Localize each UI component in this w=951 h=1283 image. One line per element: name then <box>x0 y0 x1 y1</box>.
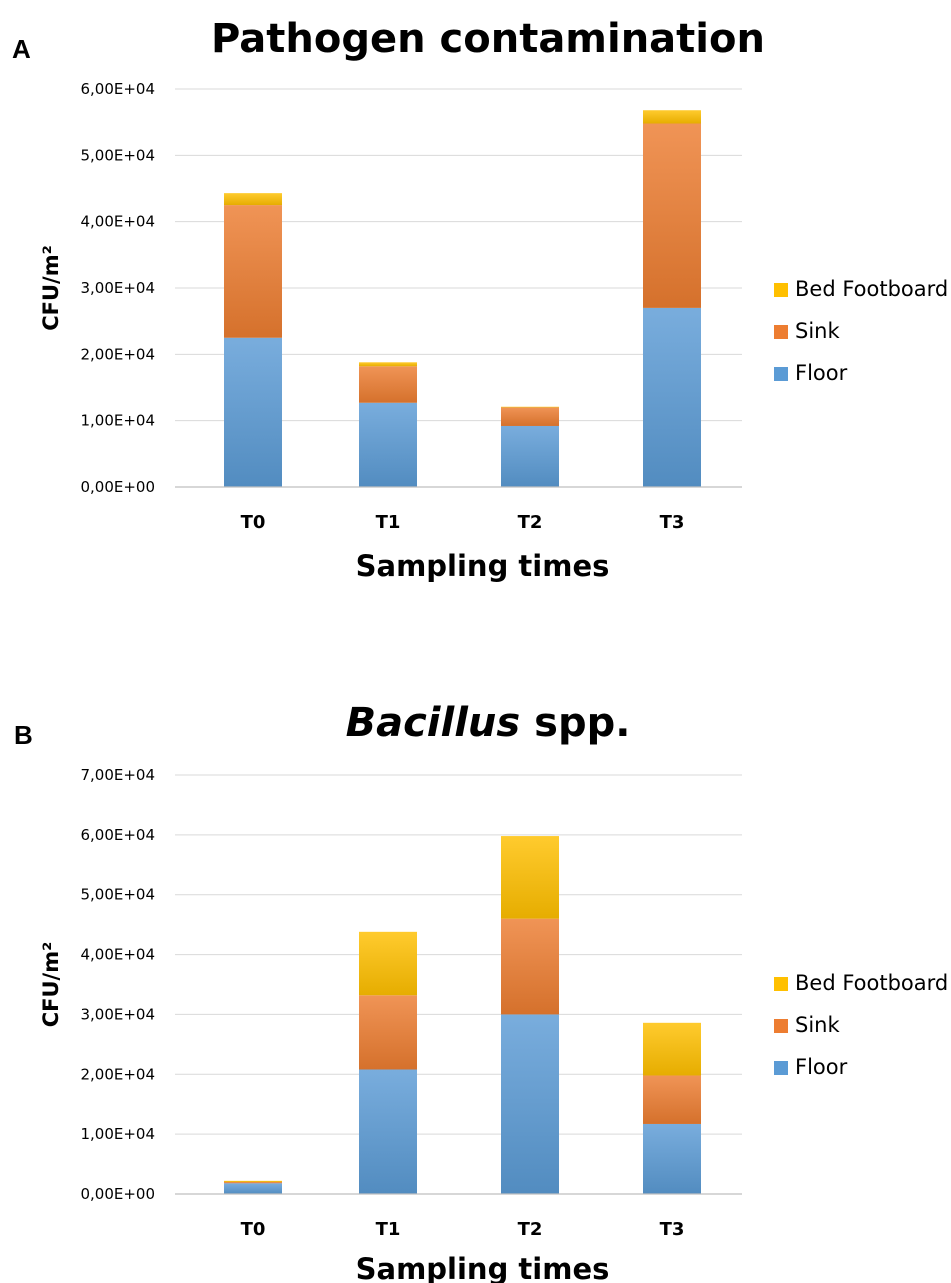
y-tick-label: 0,00E+00 <box>80 1185 155 1203</box>
legend-label: Floor <box>795 361 848 385</box>
legend: Bed Footboard Sink Floor <box>774 277 948 385</box>
bar-segment-sink <box>224 205 282 338</box>
bar-segment-floor <box>359 402 417 487</box>
y-tick-label: 6,00E+04 <box>80 826 155 844</box>
y-tick-label: 4,00E+04 <box>80 213 155 231</box>
y-tick-label: 7,00E+04 <box>80 766 155 784</box>
y-axis-title: CFU/m² <box>39 942 63 1028</box>
x-tick-label: T0 <box>241 512 266 533</box>
bar-segment-sink <box>224 1182 282 1184</box>
bar-segment-bed-footboard <box>359 362 417 367</box>
bar-segment-bed-footboard <box>643 1022 701 1076</box>
y-tick-label: 0,00E+00 <box>80 478 155 496</box>
legend-label: Floor <box>795 1055 848 1079</box>
chart-title-part: Bacillus <box>346 700 521 746</box>
bar-segment-floor <box>643 1123 701 1194</box>
bar-segment-sink <box>643 1075 701 1124</box>
chart-title-part: Pathogen contamination <box>211 16 765 62</box>
legend-label: Sink <box>795 319 840 343</box>
x-tick-label: T3 <box>660 1219 685 1240</box>
legend-label: Bed Footboard <box>795 971 948 995</box>
chart-title-part: spp. <box>520 700 630 746</box>
legend-label: Bed Footboard <box>795 277 948 301</box>
x-tick-label: T1 <box>376 1219 401 1240</box>
bar-segment-floor <box>224 1183 282 1194</box>
bar-segment-bed-footboard <box>224 1180 282 1183</box>
legend-swatch <box>774 977 788 991</box>
bar-segment-sink <box>359 995 417 1070</box>
bar-segment-sink <box>359 366 417 403</box>
x-axis-title: Sampling times <box>356 1252 610 1283</box>
x-tick-label: T3 <box>660 512 685 533</box>
y-tick-label: 3,00E+04 <box>80 279 155 297</box>
y-tick-label: 2,00E+04 <box>80 1065 155 1083</box>
legend-swatch <box>774 367 788 381</box>
bar-segment-sink <box>501 407 559 426</box>
x-tick-label: T1 <box>376 512 401 533</box>
x-tick-label: T0 <box>241 1219 266 1240</box>
y-tick-label: 4,00E+04 <box>80 946 155 964</box>
bar-segment-bed-footboard <box>224 193 282 206</box>
bar-segment-bed-footboard <box>501 406 559 408</box>
y-tick-label: 6,00E+04 <box>80 80 155 98</box>
bar-segment-floor <box>224 337 282 487</box>
panel-label: A <box>12 34 31 64</box>
bar-segment-bed-footboard <box>643 110 701 124</box>
bar-segment-sink <box>501 918 559 1015</box>
legend: Bed Footboard Sink Floor <box>774 971 948 1079</box>
y-tick-label: 1,00E+04 <box>80 412 155 430</box>
y-tick-label: 1,00E+04 <box>80 1125 155 1143</box>
chart-title: Bacillus spp. <box>346 700 631 746</box>
bar-segment-floor <box>501 1014 559 1194</box>
legend-swatch <box>774 325 788 339</box>
legend-swatch <box>774 283 788 297</box>
bar-segment-bed-footboard <box>359 931 417 996</box>
legend-swatch <box>774 1061 788 1075</box>
legend-label: Sink <box>795 1013 840 1037</box>
chart-panel-a: A Pathogen contamination 0,00E+00 1,00E+04 2… <box>12 16 948 583</box>
x-tick-label: T2 <box>518 1219 543 1240</box>
bar-segment-sink <box>643 123 701 308</box>
bar-segment-floor <box>643 307 701 487</box>
y-tick-label: 5,00E+04 <box>80 886 155 904</box>
chart-title: Pathogen contamination <box>211 16 765 62</box>
x-tick-label: T2 <box>518 512 543 533</box>
bar-segment-floor <box>501 425 559 487</box>
bar-segment-floor <box>359 1069 417 1194</box>
legend-swatch <box>774 1019 788 1033</box>
y-tick-label: 5,00E+04 <box>80 146 155 164</box>
x-axis-title: Sampling times <box>356 549 610 583</box>
chart-panel-b: B Bacillus spp. 0,00E+00 1,00E+04 2,00E+04 3,… <box>14 700 948 1283</box>
y-tick-label: 2,00E+04 <box>80 345 155 363</box>
bar-segment-bed-footboard <box>501 836 559 919</box>
y-axis-title: CFU/m² <box>39 245 63 331</box>
y-tick-label: 3,00E+04 <box>80 1005 155 1023</box>
panel-label: B <box>14 720 33 750</box>
